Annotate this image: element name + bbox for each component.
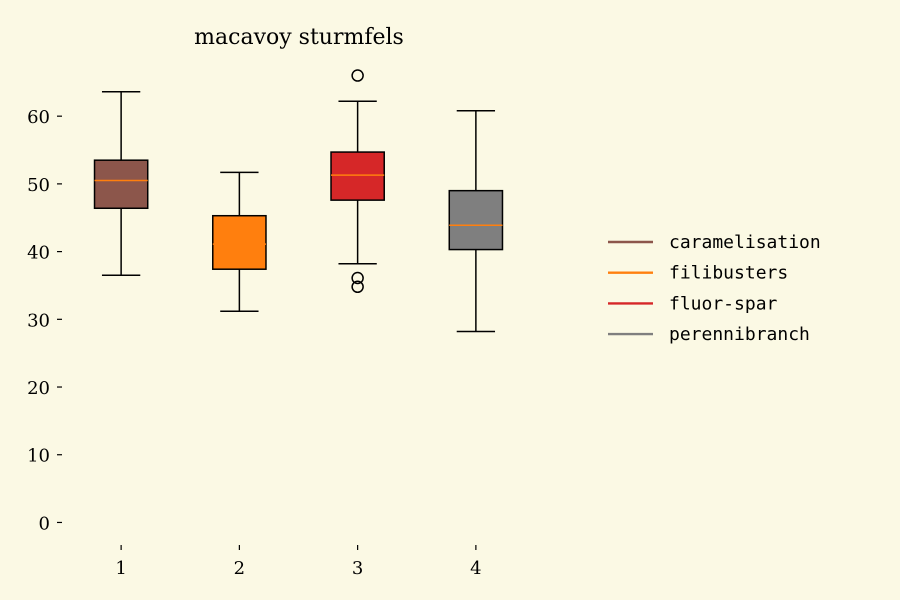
legend-label-perennibranch: perennibranch [669,324,810,345]
y-tick-label-40: 40 [27,243,50,264]
y-tick-label-30: 30 [27,310,50,331]
y-axis: 0 10 20 30 40 50 60 [27,107,62,534]
x-tick-label-3: 3 [352,558,363,579]
y-tick-label-10: 10 [27,446,50,467]
y-tick-label-50: 50 [27,175,50,196]
legend: caramelisation filibusters fluor-spar peren… [608,232,821,345]
box-filibusters [212,171,267,312]
legend-label-filibusters: filibusters [669,263,788,284]
iqr-box-caramelisation [93,159,149,210]
outlier-fluor-spar-2 [351,280,364,294]
box-caramelisation [93,91,149,277]
x-tick-label-2: 2 [234,558,245,579]
chart-title: macavoy sturmfels [194,25,404,50]
outlier-fluor-spar-1 [351,271,364,285]
legend-label-fluor-spar: fluor-spar [669,293,778,314]
y-tick-label-0: 0 [39,513,50,534]
boxes [93,69,504,333]
legend-label-caramelisation: caramelisation [669,232,821,253]
iqr-box-filibusters [212,214,267,270]
x-axis: 1 2 3 4 [115,545,482,579]
y-tick-label-60: 60 [27,107,50,128]
box-fluor-spar [330,69,385,294]
y-tick-label-20: 20 [27,378,50,399]
x-tick-label-4: 4 [470,558,481,579]
box-perennibranch [448,110,504,333]
outlier-fluor-spar-0 [351,69,364,82]
x-tick-label-1: 1 [115,558,126,579]
iqr-box-perennibranch [448,189,504,251]
iqr-box-fluor-spar [330,151,385,201]
